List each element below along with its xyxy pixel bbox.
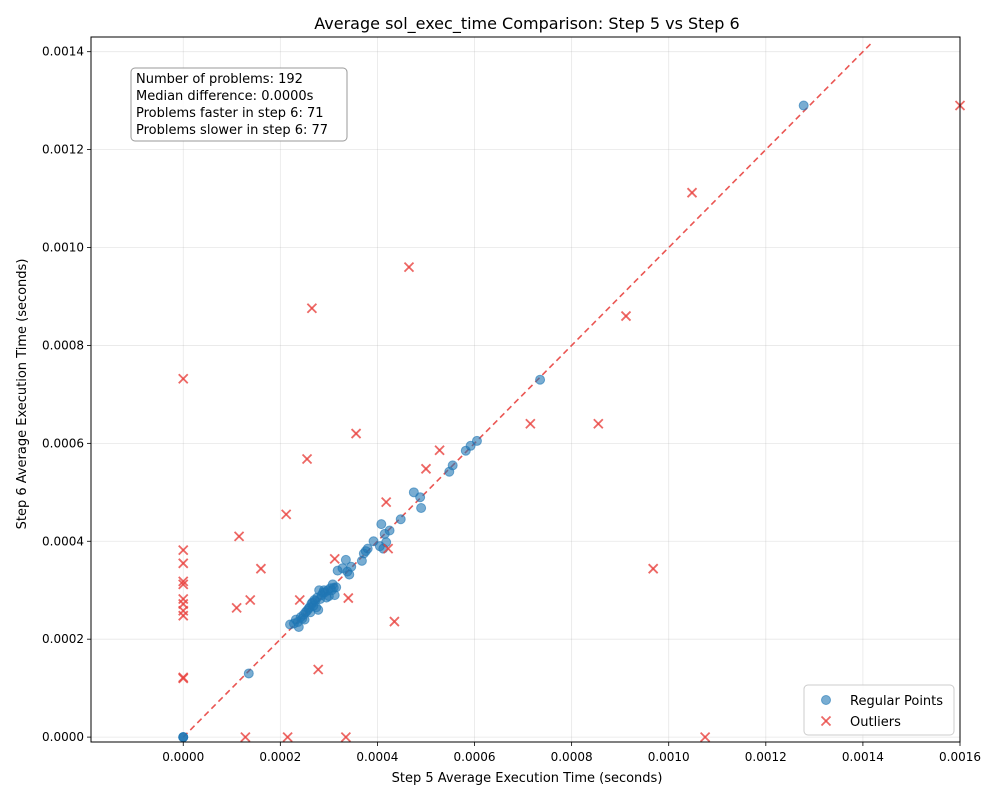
outlier-point xyxy=(329,553,340,565)
outlier-point xyxy=(434,445,445,456)
regular-point xyxy=(362,543,373,554)
regular-point xyxy=(395,514,406,525)
outlier-point xyxy=(301,453,313,465)
outlier-point xyxy=(699,731,711,743)
regular-point xyxy=(416,502,427,513)
outlier-point xyxy=(525,418,536,429)
outlier-point xyxy=(281,509,292,520)
outlier-point xyxy=(593,418,604,429)
outlier-point xyxy=(350,428,362,439)
x-tick-label: 0.0010 xyxy=(648,750,690,764)
x-axis-label: Step 5 Average Execution Time (seconds) xyxy=(392,771,663,786)
x-axis-ticks: 0.0000 0.0002 0.0004 0.0006 0.0008 0.0010 0.00… xyxy=(162,742,981,764)
outlier-point xyxy=(648,563,659,574)
outlier-point xyxy=(343,592,354,604)
x-tick-label: 0.0004 xyxy=(356,750,398,764)
outlier-point xyxy=(403,261,415,273)
outlier-point xyxy=(178,673,189,684)
stats-box-frame xyxy=(130,67,348,142)
regular-point xyxy=(415,492,426,503)
outlier-point xyxy=(620,310,632,322)
regular-point xyxy=(293,621,304,632)
outlier-point xyxy=(231,602,242,613)
outlier-point xyxy=(313,664,324,675)
legend-regular-label: Regular Points xyxy=(850,694,943,709)
legend-frame xyxy=(803,684,955,736)
y-tick-label: 0.0000 xyxy=(42,730,84,744)
y-tick-label: 0.0010 xyxy=(42,241,84,255)
regular-points-series xyxy=(178,100,809,743)
outlier-point xyxy=(686,187,698,198)
y-axis-label: Step 6 Average Execution Time (seconds) xyxy=(15,259,30,530)
outlier-point xyxy=(178,610,189,621)
stats-box: Number of problems: 192 Median differenc… xyxy=(130,67,348,142)
x-tick-label: 0.0002 xyxy=(259,750,301,764)
outlier-point xyxy=(255,563,267,574)
x-tick-label: 0.0000 xyxy=(162,750,204,764)
outlier-point xyxy=(382,543,394,554)
regular-point xyxy=(243,668,254,679)
legend: Regular Points Outliers xyxy=(803,684,955,736)
y-tick-label: 0.0006 xyxy=(42,436,84,450)
y-tick-label: 0.0014 xyxy=(42,45,84,59)
outlier-point xyxy=(420,463,432,474)
outlier-point xyxy=(282,731,293,743)
regular-point xyxy=(331,582,342,593)
stats-faster-count: Problems faster in step 6: 71 xyxy=(136,106,324,121)
regular-point xyxy=(798,100,809,111)
legend-outlier-marker xyxy=(820,715,832,727)
outlier-point xyxy=(240,731,251,743)
regular-point xyxy=(313,604,324,615)
x-tick-label: 0.0006 xyxy=(454,750,496,764)
regular-point xyxy=(376,519,387,530)
outlier-point xyxy=(178,558,189,569)
x-tick-label: 0.0016 xyxy=(939,750,981,764)
y-tick-label: 0.0002 xyxy=(42,632,84,646)
regular-point xyxy=(447,460,458,471)
chart-title: Average sol_exec_time Comparison: Step 5… xyxy=(314,14,739,34)
outlier-point xyxy=(306,303,318,314)
plot-frame xyxy=(90,36,961,743)
stats-median-difference: Median difference: 0.0000s xyxy=(136,89,314,104)
regular-point xyxy=(384,525,395,536)
legend-outlier-label: Outliers xyxy=(850,715,901,730)
outliers-series xyxy=(178,100,966,743)
x-tick-label: 0.0014 xyxy=(842,750,884,764)
outlier-point xyxy=(340,731,352,743)
outlier-point xyxy=(245,594,256,606)
y-tick-label: 0.0012 xyxy=(42,143,84,157)
outlier-point xyxy=(294,594,305,606)
outlier-point xyxy=(178,544,189,556)
y-tick-label: 0.0004 xyxy=(42,534,84,548)
y-axis-ticks: 0.0000 0.0002 0.0004 0.0006 0.0008 0.0010 0.00… xyxy=(42,45,91,744)
regular-point xyxy=(178,732,189,743)
regular-point xyxy=(535,374,546,385)
regular-point xyxy=(471,435,482,446)
stats-slower-count: Problems slower in step 6: 77 xyxy=(136,123,328,138)
legend-regular-marker xyxy=(821,695,831,705)
outlier-point xyxy=(178,576,189,587)
x-tick-label: 0.0008 xyxy=(551,750,593,764)
outlier-point xyxy=(233,531,245,542)
outlier-point xyxy=(389,616,400,627)
regular-point xyxy=(340,554,351,565)
regular-point xyxy=(346,561,357,572)
y-tick-label: 0.0008 xyxy=(42,338,84,352)
x-tick-label: 0.0012 xyxy=(745,750,787,764)
outlier-point xyxy=(178,579,189,590)
outlier-point xyxy=(381,496,392,508)
stats-problem-count: Number of problems: 192 xyxy=(136,72,303,87)
outlier-point xyxy=(178,373,189,384)
